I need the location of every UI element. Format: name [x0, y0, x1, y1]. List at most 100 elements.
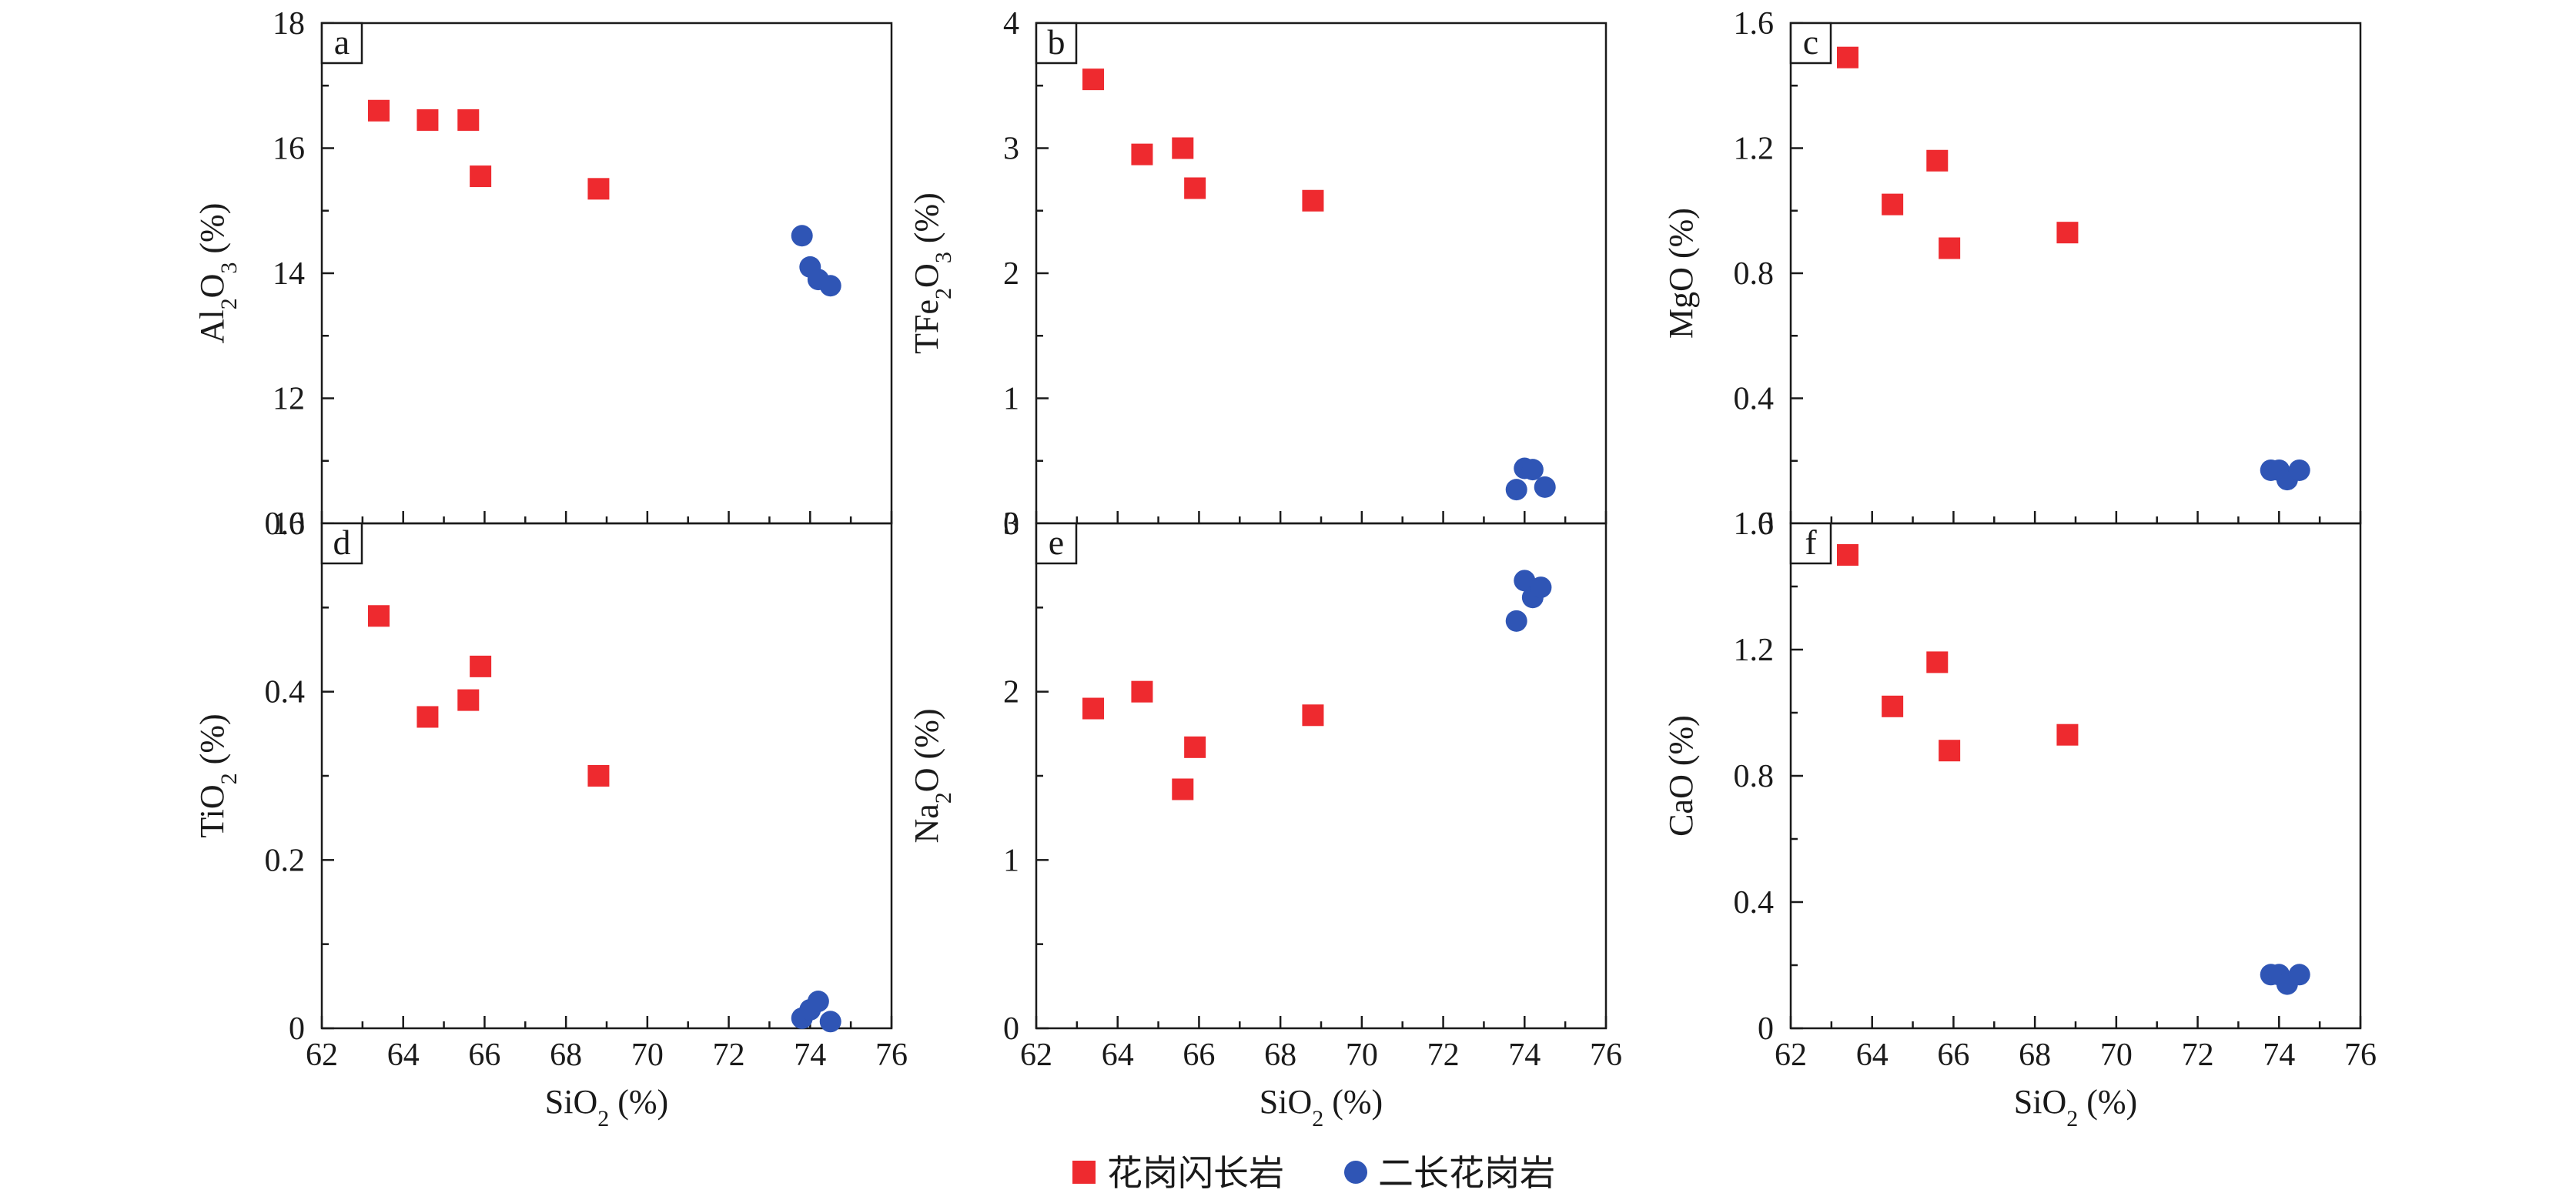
legend: 花岗闪长岩 二长花岗岩 — [1072, 1152, 1555, 1193]
x-tick-label: 70 — [1346, 1038, 1378, 1073]
y-tick-label: 10 — [273, 506, 305, 542]
panel-a: 10 12 14 16 18 a Al2O3 (%) — [193, 6, 893, 542]
y-tick-label: 2 — [1003, 256, 1019, 292]
y-tick-label: 0.2 — [265, 843, 306, 878]
x-tick-label: 68 — [1264, 1038, 1296, 1073]
plot-frame — [1035, 522, 1607, 1030]
panel-b: 0 1 2 3 4 b TFe2O3 (%) — [908, 6, 1607, 542]
data-point-square — [457, 689, 480, 711]
data-point-square — [417, 109, 439, 131]
data-point-circle — [819, 275, 841, 297]
data-point-circle — [1521, 459, 1544, 481]
y-axis-title: TFe2O3 (%) — [908, 192, 956, 354]
x-axis-title: SiO2 (%) — [545, 1083, 668, 1131]
x-tick-label: 68 — [2019, 1038, 2051, 1073]
y-tick-label: 0 — [1003, 506, 1019, 542]
data-point-square — [1837, 544, 1858, 566]
data-point-square — [1926, 149, 1949, 172]
x-tick-label: 66 — [1937, 1038, 1969, 1073]
y-tick-label: 18 — [273, 6, 305, 42]
y-tick-label: 0.4 — [265, 675, 306, 710]
y-tick-label: 0.8 — [1734, 759, 1775, 794]
x-tick-label: 76 — [2344, 1038, 2377, 1073]
data-point-square — [1939, 237, 1961, 259]
data-point-circle — [1505, 610, 1527, 632]
panel-label-box — [1789, 522, 1832, 565]
panel-label: c — [1803, 22, 1818, 62]
y-axis-title: MgO (%) — [1662, 208, 1700, 339]
data-point-square — [587, 765, 610, 787]
panel-c: 0 0.4 0.8 1.2 1.6 c MgO (%) — [1662, 6, 2362, 542]
y-tick-label: 1 — [1003, 382, 1019, 417]
y-tick-label: 0.6 — [265, 506, 306, 542]
data-point-circle — [2288, 964, 2310, 986]
panel-label-box — [320, 522, 363, 565]
legend-label-granodiorite: 花岗闪长岩 — [1107, 1152, 1284, 1193]
panel-label-box — [1035, 22, 1078, 65]
y-axis-title: Al2O3 (%) — [193, 203, 242, 344]
plot-frame — [1789, 22, 2362, 525]
x-tick-label: 66 — [1183, 1038, 1215, 1073]
data-point-circle — [1514, 570, 1536, 592]
data-point-square — [1184, 177, 1206, 199]
data-point-square — [470, 655, 492, 677]
x-tick-label: 74 — [794, 1038, 826, 1073]
y-tick-label: 1.6 — [1734, 6, 1775, 42]
data-point-square — [1882, 193, 1904, 216]
data-point-square — [1926, 651, 1949, 673]
data-point-square — [587, 178, 610, 200]
y-tick-label: 0.8 — [1734, 256, 1775, 292]
data-point-square — [1302, 704, 1324, 727]
plot-frame — [1035, 22, 1607, 525]
y-tick-label: 14 — [273, 256, 305, 292]
x-tick-label: 64 — [387, 1038, 420, 1073]
data-point-circle — [1534, 476, 1556, 498]
data-point-square — [1172, 778, 1194, 800]
data-point-circle — [2288, 459, 2310, 481]
data-point-square — [1131, 680, 1153, 703]
y-axis-title: Na2O (%) — [908, 708, 956, 843]
x-tick-label: 64 — [1102, 1038, 1134, 1073]
legend-marker-square — [1072, 1161, 1096, 1184]
x-tick-label: 62 — [306, 1038, 338, 1073]
data-point-square — [1082, 69, 1104, 91]
data-point-square — [1184, 736, 1206, 758]
data-point-square — [457, 109, 480, 131]
panel-label-box — [1035, 522, 1078, 565]
data-point-square — [2056, 723, 2079, 746]
data-point-square — [1131, 143, 1153, 165]
x-tick-label: 70 — [631, 1038, 664, 1073]
panel-label-box — [320, 22, 363, 65]
y-tick-label: 1.2 — [1734, 633, 1775, 668]
x-tick-label: 62 — [1020, 1038, 1052, 1073]
data-point-circle — [791, 225, 813, 247]
panel-label: b — [1048, 22, 1066, 62]
data-point-square — [1082, 697, 1104, 720]
panel-label: d — [333, 523, 351, 562]
y-tick-label: 4 — [1003, 6, 1019, 42]
y-tick-label: 3 — [1003, 506, 1019, 542]
x-tick-label: 66 — [468, 1038, 500, 1073]
data-point-square — [1882, 695, 1904, 717]
data-point-circle — [819, 1011, 841, 1033]
data-point-square — [1837, 46, 1858, 69]
y-tick-label: 16 — [273, 132, 305, 167]
x-axis-title: SiO2 (%) — [1260, 1083, 1383, 1131]
data-point-square — [2056, 222, 2079, 244]
data-point-circle — [807, 991, 829, 1013]
panel-label-box — [1789, 22, 1832, 65]
x-axis-title: SiO2 (%) — [2014, 1083, 2137, 1131]
y-tick-label: 3 — [1003, 132, 1019, 167]
legend-marker-circle — [1344, 1161, 1367, 1184]
x-tick-label: 68 — [550, 1038, 582, 1073]
data-point-circle — [1505, 479, 1527, 501]
y-tick-label: 0 — [1758, 1011, 1774, 1047]
y-tick-label: 1 — [1003, 843, 1019, 878]
data-point-square — [1939, 740, 1961, 762]
data-point-circle — [1530, 576, 1552, 599]
x-tick-label: 70 — [2100, 1038, 2133, 1073]
y-tick-label: 12 — [273, 382, 305, 417]
y-tick-label: 1.6 — [1734, 506, 1775, 542]
data-point-square — [417, 706, 439, 728]
